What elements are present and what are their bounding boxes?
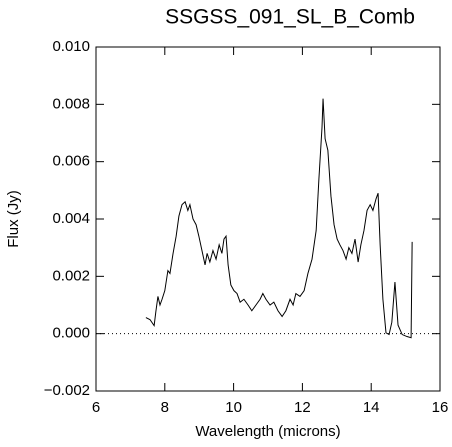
chart-title: SSGSS_091_SL_B_Comb: [165, 6, 415, 29]
y-tick-label: 0.004: [52, 210, 90, 227]
x-tick-label: 14: [363, 399, 380, 416]
y-tick-label: 0.000: [52, 325, 90, 342]
y-axis-label: Flux (Jy): [5, 190, 22, 248]
x-tick-label: 10: [225, 399, 242, 416]
y-tick-label: 0.008: [52, 95, 90, 112]
spectrum-line: [145, 98, 413, 339]
plot-frame: [95, 46, 441, 392]
y-tick-label: 0.006: [52, 153, 90, 170]
x-tick-label: 6: [92, 399, 100, 416]
x-tick-label: 12: [294, 399, 311, 416]
x-tick-label: 16: [432, 399, 449, 416]
y-tick-label: −0.002: [44, 382, 90, 399]
y-tick-label: 0.010: [52, 38, 90, 55]
x-axis-label: Wavelength (microns): [195, 423, 340, 440]
x-tick-label: 8: [161, 399, 169, 416]
y-tick-label: 0.002: [52, 267, 90, 284]
